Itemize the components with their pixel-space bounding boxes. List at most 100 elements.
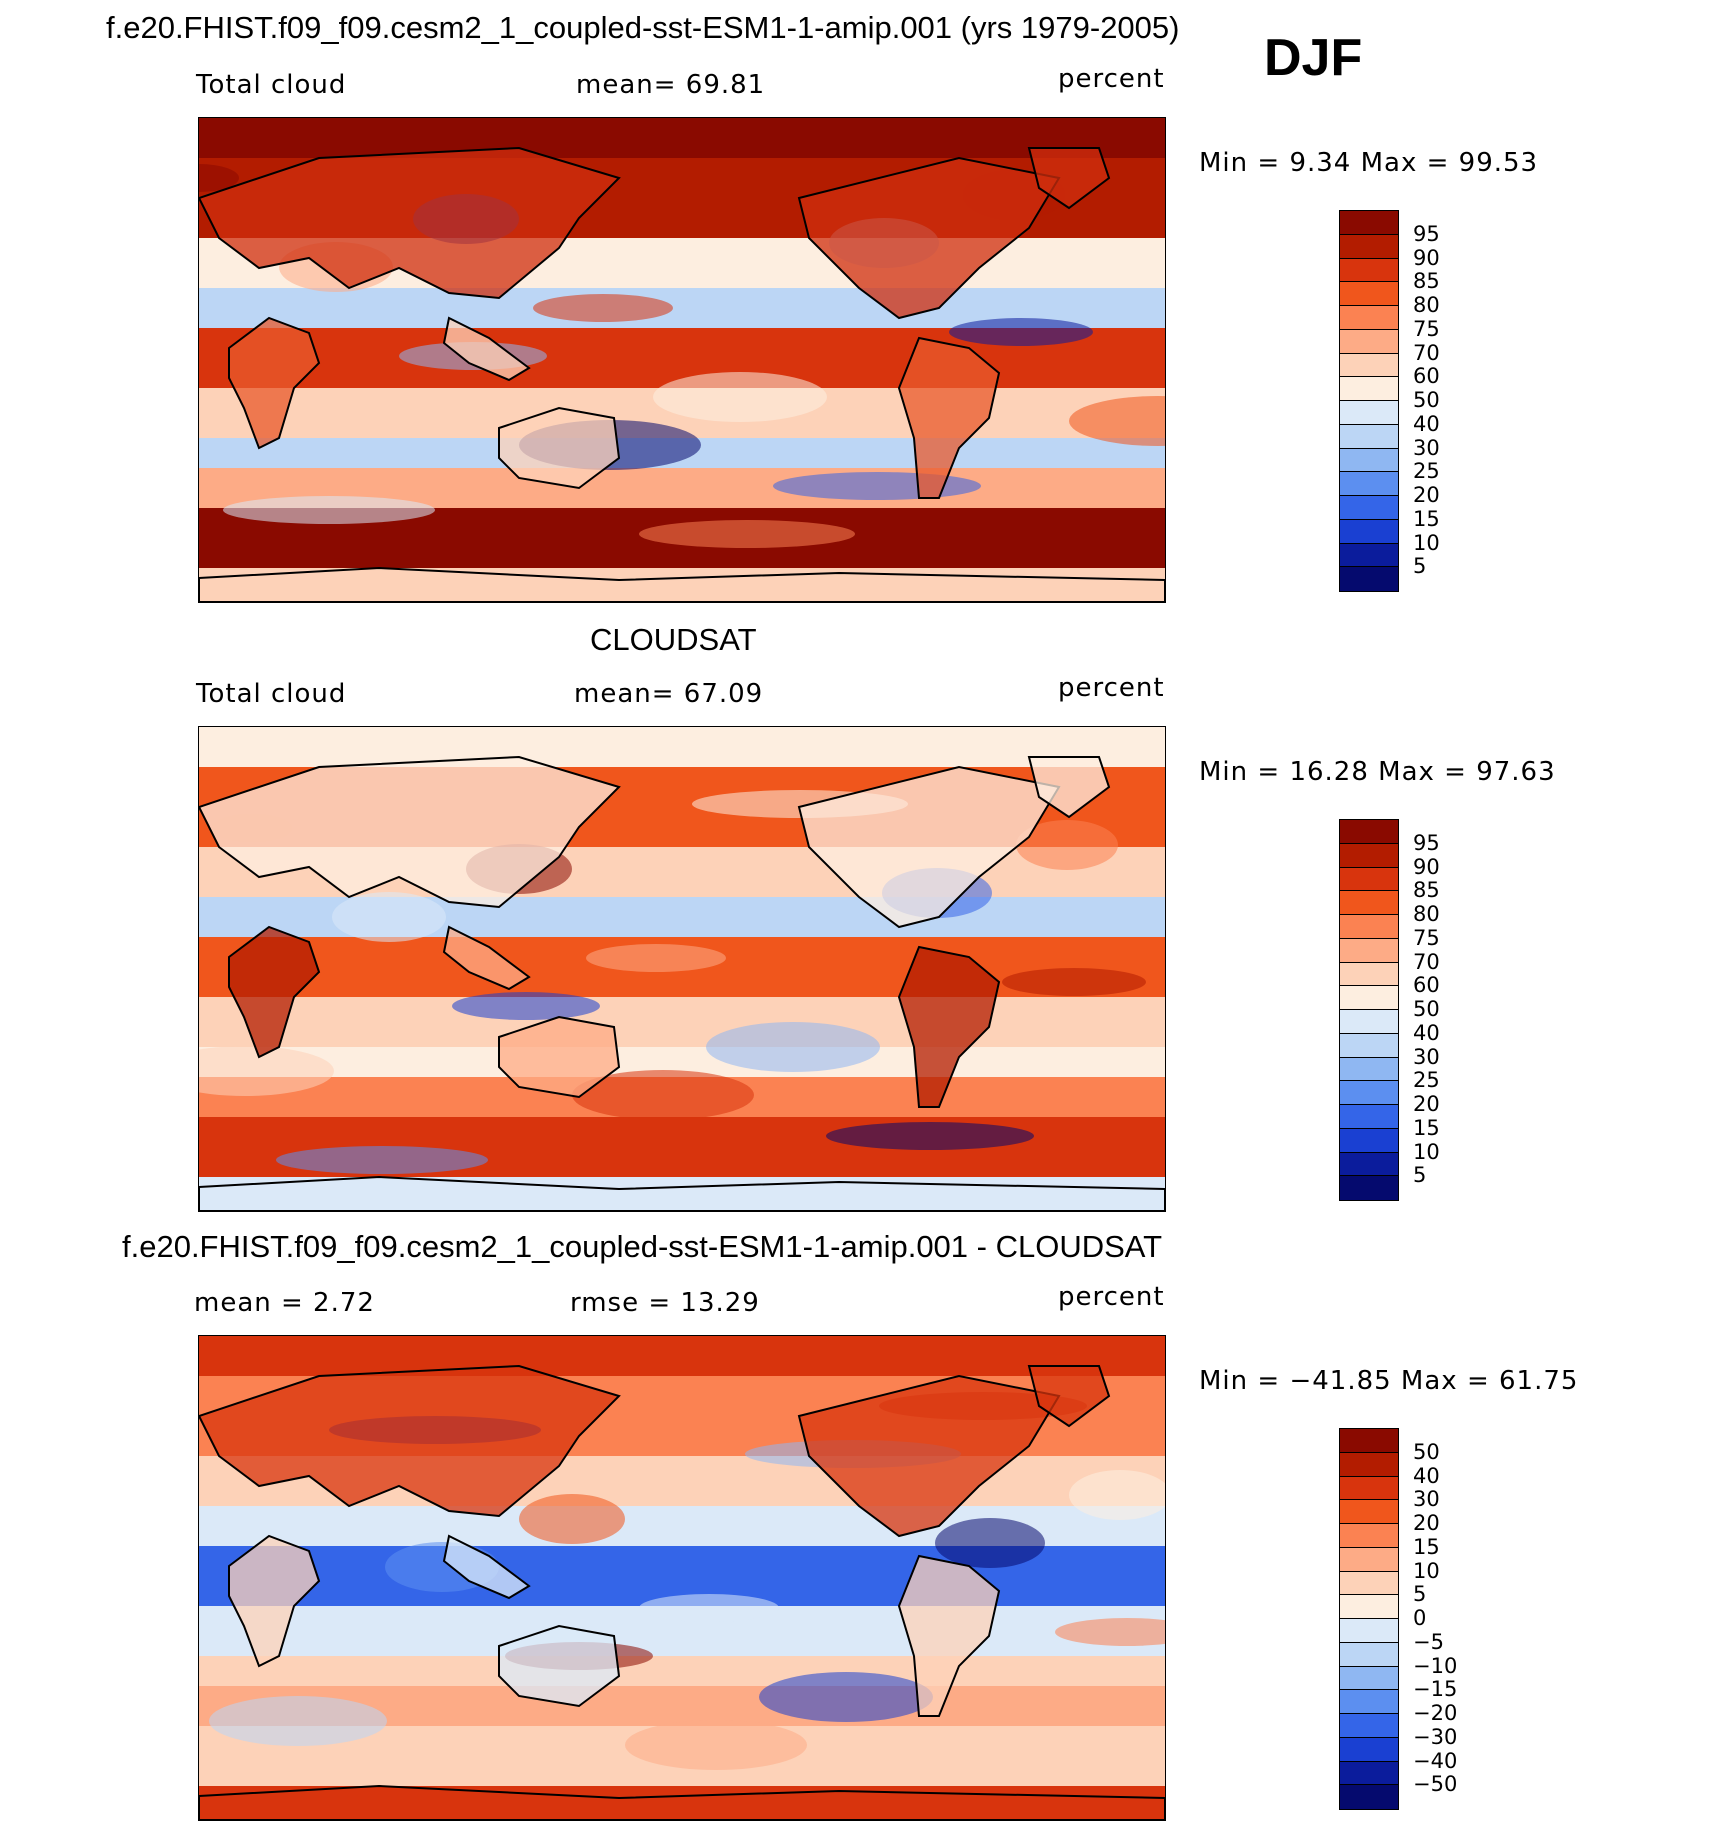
panel-1-colorbar-tick-label: 15 [1413, 506, 1440, 531]
panel-3-colorbar-cell [1340, 1619, 1398, 1643]
panel-1-colorbar-cell [1340, 258, 1398, 283]
panel-3-band-south-dry [199, 1656, 1165, 1686]
panel-1-colorbar-cell [1340, 377, 1398, 401]
panel-2-colorbar-cell [1340, 1152, 1398, 1177]
panel-1-map-svg [199, 118, 1165, 602]
panel-1-contour-patch [199, 164, 239, 192]
panel-1-colorbar-cell [1340, 329, 1398, 354]
panel-3-colorbar-cell [1340, 1571, 1398, 1596]
panel-1-colorbar-tick-label: 40 [1413, 411, 1440, 436]
panel-3-colorbar-tick-label: 10 [1413, 1558, 1440, 1583]
panel-3-colorbar-tick-label: −20 [1413, 1701, 1458, 1725]
panel-1-map [198, 117, 1166, 603]
panel-2-colorbar-cell [1340, 938, 1398, 963]
panel-3-colorbar-tick-label: 15 [1413, 1534, 1440, 1559]
panel-2-colorbar-tick-label: 20 [1413, 1092, 1440, 1116]
panel-1-colorbar-cell [1340, 234, 1398, 259]
panel-2-contour-patch [706, 1022, 880, 1072]
panel-1-colorbar-tick-label: 20 [1413, 483, 1440, 507]
panel-2-colorbar-tick-label: 10 [1413, 1139, 1440, 1164]
panel-1-colorbar-cell [1340, 306, 1398, 330]
panel-1-contour-patch [949, 318, 1093, 346]
panel-1-colorbar-cell [1340, 424, 1398, 449]
panel-2-colorbar-cell [1340, 843, 1398, 868]
panel-2-min-max: Min = 16.28 Max = 97.63 [1199, 757, 1556, 787]
panel-2-colorbar-cell [1340, 1128, 1398, 1153]
panel-2-colorbar-cell [1340, 1033, 1398, 1058]
panel-3-contour-patch [759, 1672, 933, 1722]
panel-2-coastline [498, 1015, 621, 1099]
panel-2-colorbar-tick-label: 50 [1413, 997, 1440, 1021]
panel-2-colorbar-tick-label: 60 [1413, 973, 1440, 998]
panel-2-contour-patch [276, 1146, 488, 1174]
figure-title: f.e20.FHIST.f09_f09.cesm2_1_coupled-sst-… [106, 10, 1180, 45]
panel-2-colorbar-cell [1340, 1057, 1398, 1082]
panel-2-colorbar-cell [1340, 1010, 1398, 1034]
panel-3-band-arctic [199, 1336, 1165, 1376]
panel-3-colorbar-tick-label: −10 [1413, 1653, 1458, 1678]
panel-3-units-label: percent [1058, 1282, 1165, 1312]
panel-3-band-antarctic [199, 1786, 1165, 1820]
panel-3-coastline [199, 1784, 1165, 1820]
panel-3-contour-patch [639, 1594, 779, 1622]
panel-1-colorbar-cell [1340, 567, 1398, 591]
panel-1-units-label: percent [1058, 64, 1165, 94]
panel-2-colorbar-cell [1340, 986, 1398, 1010]
panel-2-colorbar-tick-label: 40 [1413, 1020, 1440, 1045]
panel-3-contour-patch [209, 1696, 387, 1746]
panel-1-colorbar-cell [1340, 519, 1398, 544]
panel-1-contour-patch [639, 520, 855, 548]
panel-1-colorbar-tick-label: 5 [1413, 554, 1427, 579]
panel-1-colorbar-tick-label: 70 [1413, 340, 1440, 365]
panel-2-map [198, 726, 1166, 1212]
panel-2-variable-label: Total cloud [196, 679, 347, 709]
panel-1-colorbar-cell [1340, 353, 1398, 378]
panel-3-contour-patch [1069, 1470, 1165, 1520]
panel-3-coastline [199, 1364, 621, 1518]
panel-1-colorbar-tick-label: 10 [1413, 530, 1440, 555]
panel-2-colorbar-cell [1340, 820, 1398, 844]
panel-3-colorbar-cell [1340, 1666, 1398, 1691]
panel-1-band-arctic [199, 118, 1165, 158]
panel-2-colorbar-tick-label: 90 [1413, 854, 1440, 879]
panel-2-band-south-subtrop [199, 997, 1165, 1047]
panel-2-coastline [228, 925, 321, 1059]
panel-3-coastline [498, 1624, 621, 1708]
panel-3-coastline [442, 1534, 531, 1600]
panel-1-colorbar-cell [1340, 543, 1398, 568]
season-label: DJF [1264, 29, 1363, 87]
panel-1-contour-patch [773, 472, 981, 500]
panel-2-heading: CLOUDSAT [590, 622, 757, 657]
panel-3-coastline [228, 1534, 321, 1668]
panel-1-contour-patch [653, 372, 827, 422]
panel-2-coastline [1027, 756, 1111, 819]
panel-2-colorbar-cell [1340, 891, 1398, 915]
panel-3-colorbar-tick-label: −15 [1413, 1677, 1458, 1702]
panel-3-heading: f.e20.FHIST.f09_f09.cesm2_1_coupled-sst-… [122, 1229, 1163, 1264]
panel-3-min-max: Min = −41.85 Max = 61.75 [1199, 1366, 1579, 1396]
panel-2-colorbar-tick-label: 30 [1413, 1044, 1440, 1069]
panel-1-variable-label: Total cloud [196, 70, 347, 100]
panel-1-min-max: Min = 9.34 Max = 99.53 [1199, 148, 1539, 178]
panel-3-colorbar-cell [1340, 1595, 1398, 1619]
panel-3-colorbar-tick-label: 40 [1413, 1463, 1440, 1488]
panel-2-coastline [199, 755, 621, 909]
panel-2-contour-patch [1002, 968, 1146, 996]
panel-3-colorbar-tick-label: −30 [1413, 1724, 1458, 1749]
panel-3-coastline [897, 1554, 1001, 1717]
panel-2-colorbar-tick-label: 85 [1413, 878, 1440, 903]
panel-2-colorbar-tick-label: 75 [1413, 925, 1440, 950]
panel-3-mean-label: mean = 2.72 [194, 1288, 375, 1318]
panel-2-colorbar-tick-label: 5 [1413, 1163, 1427, 1188]
panel-3-colorbar-cell [1340, 1714, 1398, 1738]
panel-1-contour-patch [223, 496, 435, 524]
panel-2-coastline [797, 765, 1061, 929]
panel-1-coastline [498, 406, 621, 490]
panel-3-coastline [1027, 1365, 1111, 1428]
panel-1-coastline [897, 336, 1001, 499]
panel-3-colorbar-tick-label: −5 [1413, 1629, 1444, 1654]
panel-1-colorbar [1339, 210, 1399, 592]
panel-3-colorbar-tick-label: −50 [1413, 1772, 1458, 1797]
panel-1-coastline [442, 316, 531, 382]
panel-1-colorbar-tick-label: 50 [1413, 388, 1440, 412]
